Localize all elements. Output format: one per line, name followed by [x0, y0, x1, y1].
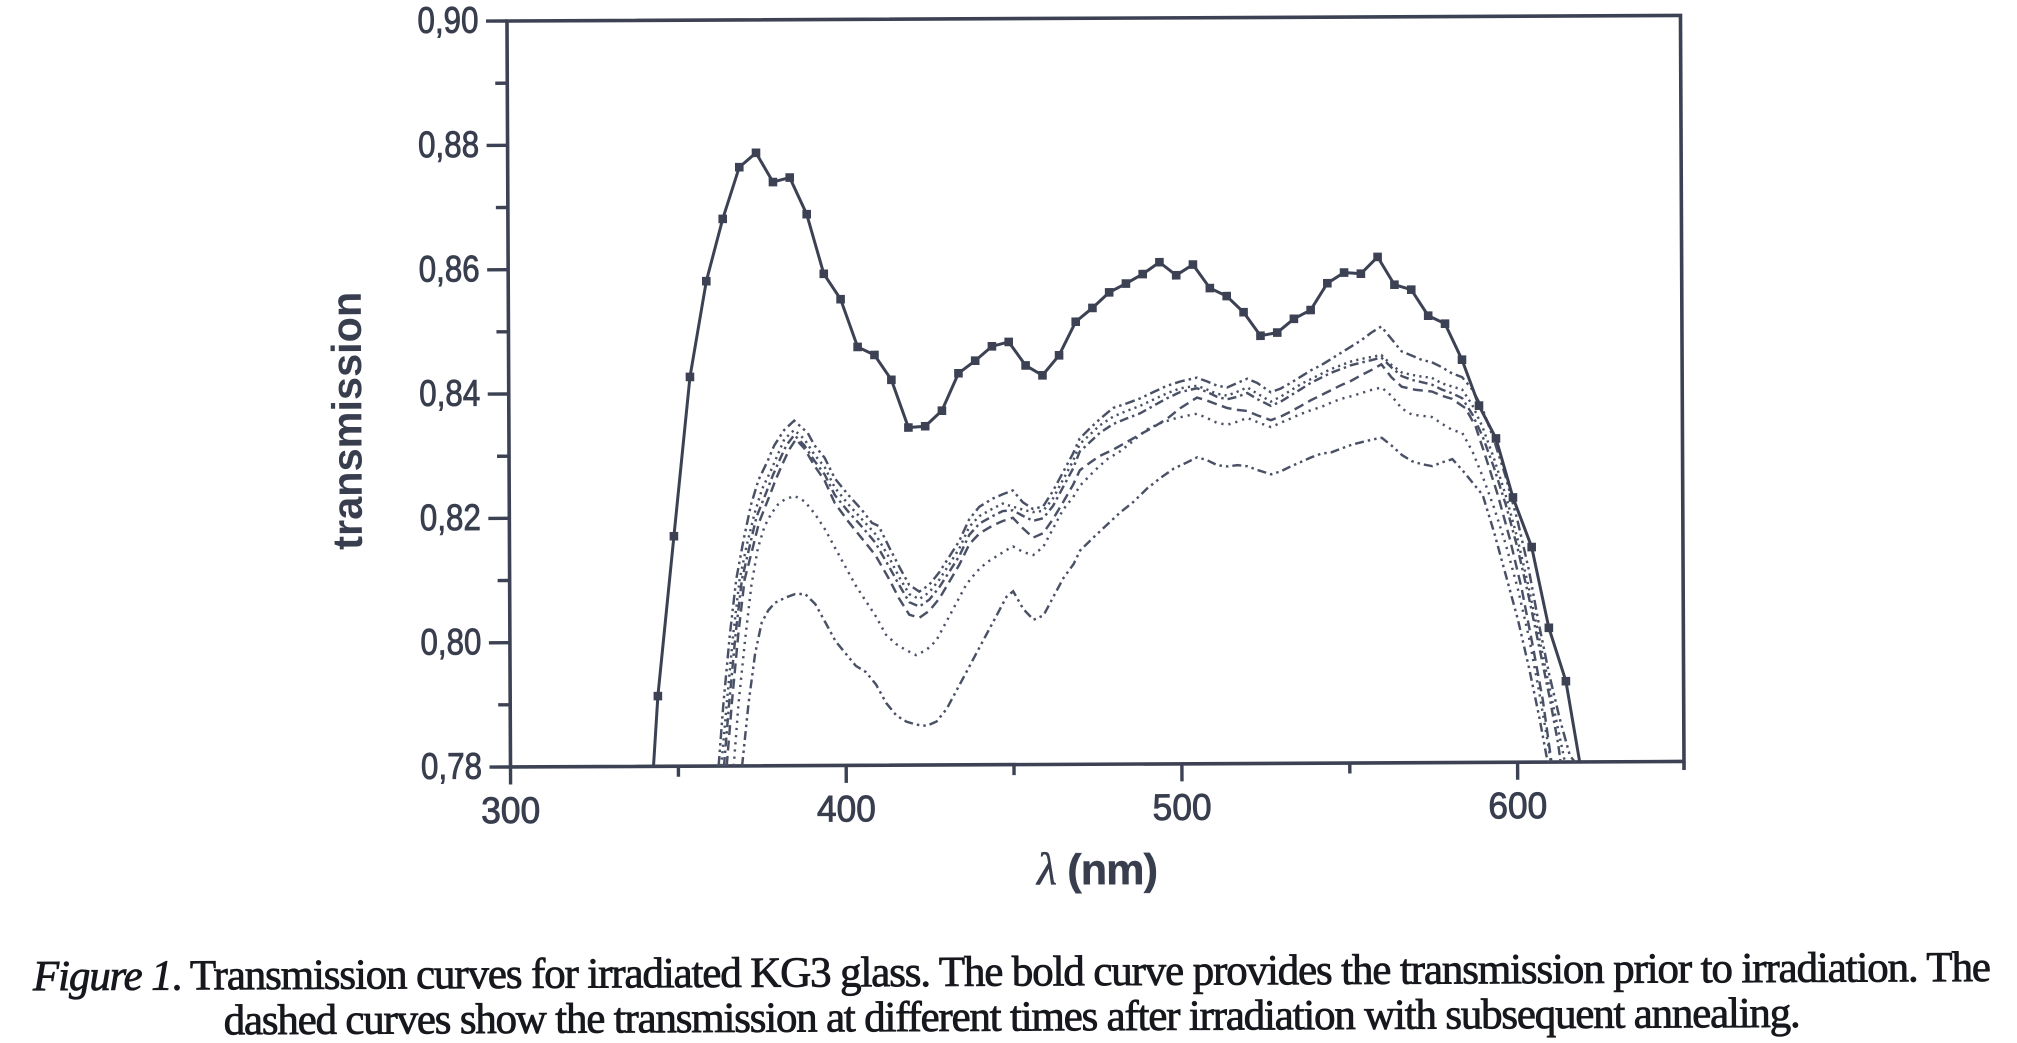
svg-text:0,86: 0,86	[419, 248, 480, 289]
svg-text:0,90: 0,90	[417, 0, 478, 41]
svg-text:0,84: 0,84	[419, 373, 480, 414]
svg-text:600: 600	[1488, 785, 1547, 826]
svg-text:λ (nm): λ (nm)	[1035, 843, 1158, 895]
svg-text:0,88: 0,88	[418, 124, 479, 165]
svg-text:0,80: 0,80	[420, 621, 481, 662]
svg-text:dashed curves show the transmi: dashed curves show the transmission at d…	[224, 990, 1801, 1043]
svg-text:300: 300	[481, 790, 540, 831]
svg-text:400: 400	[817, 788, 876, 829]
svg-text:Figure 1. Transmission curves: Figure 1. Transmission curves for irradi…	[32, 944, 1991, 1000]
svg-text:500: 500	[1153, 787, 1212, 828]
svg-text:0,82: 0,82	[420, 497, 481, 538]
svg-text:0,78: 0,78	[421, 746, 482, 787]
svg-text:transmission: transmission	[323, 292, 371, 550]
